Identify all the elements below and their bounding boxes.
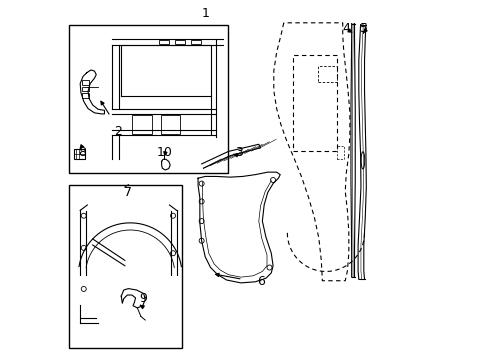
Text: 5: 5 [360,22,367,35]
Text: 1: 1 [201,8,209,21]
Ellipse shape [361,152,364,169]
Bar [69,24,228,173]
Text: 3: 3 [235,146,243,159]
Text: 7: 7 [124,186,132,199]
Bar [82,87,89,91]
Text: 2: 2 [114,125,122,138]
Text: 10: 10 [156,146,172,159]
Bar [190,40,201,44]
Bar [82,80,89,85]
Text: 8: 8 [78,146,86,159]
Bar [159,40,168,44]
Bar [132,114,151,134]
Bar [74,149,85,159]
Bar [175,40,184,44]
Bar [82,93,89,98]
Text: 4: 4 [342,22,349,35]
Text: 6: 6 [256,275,264,288]
Bar [160,114,180,134]
Bar [69,185,182,348]
Text: 9: 9 [139,292,146,305]
